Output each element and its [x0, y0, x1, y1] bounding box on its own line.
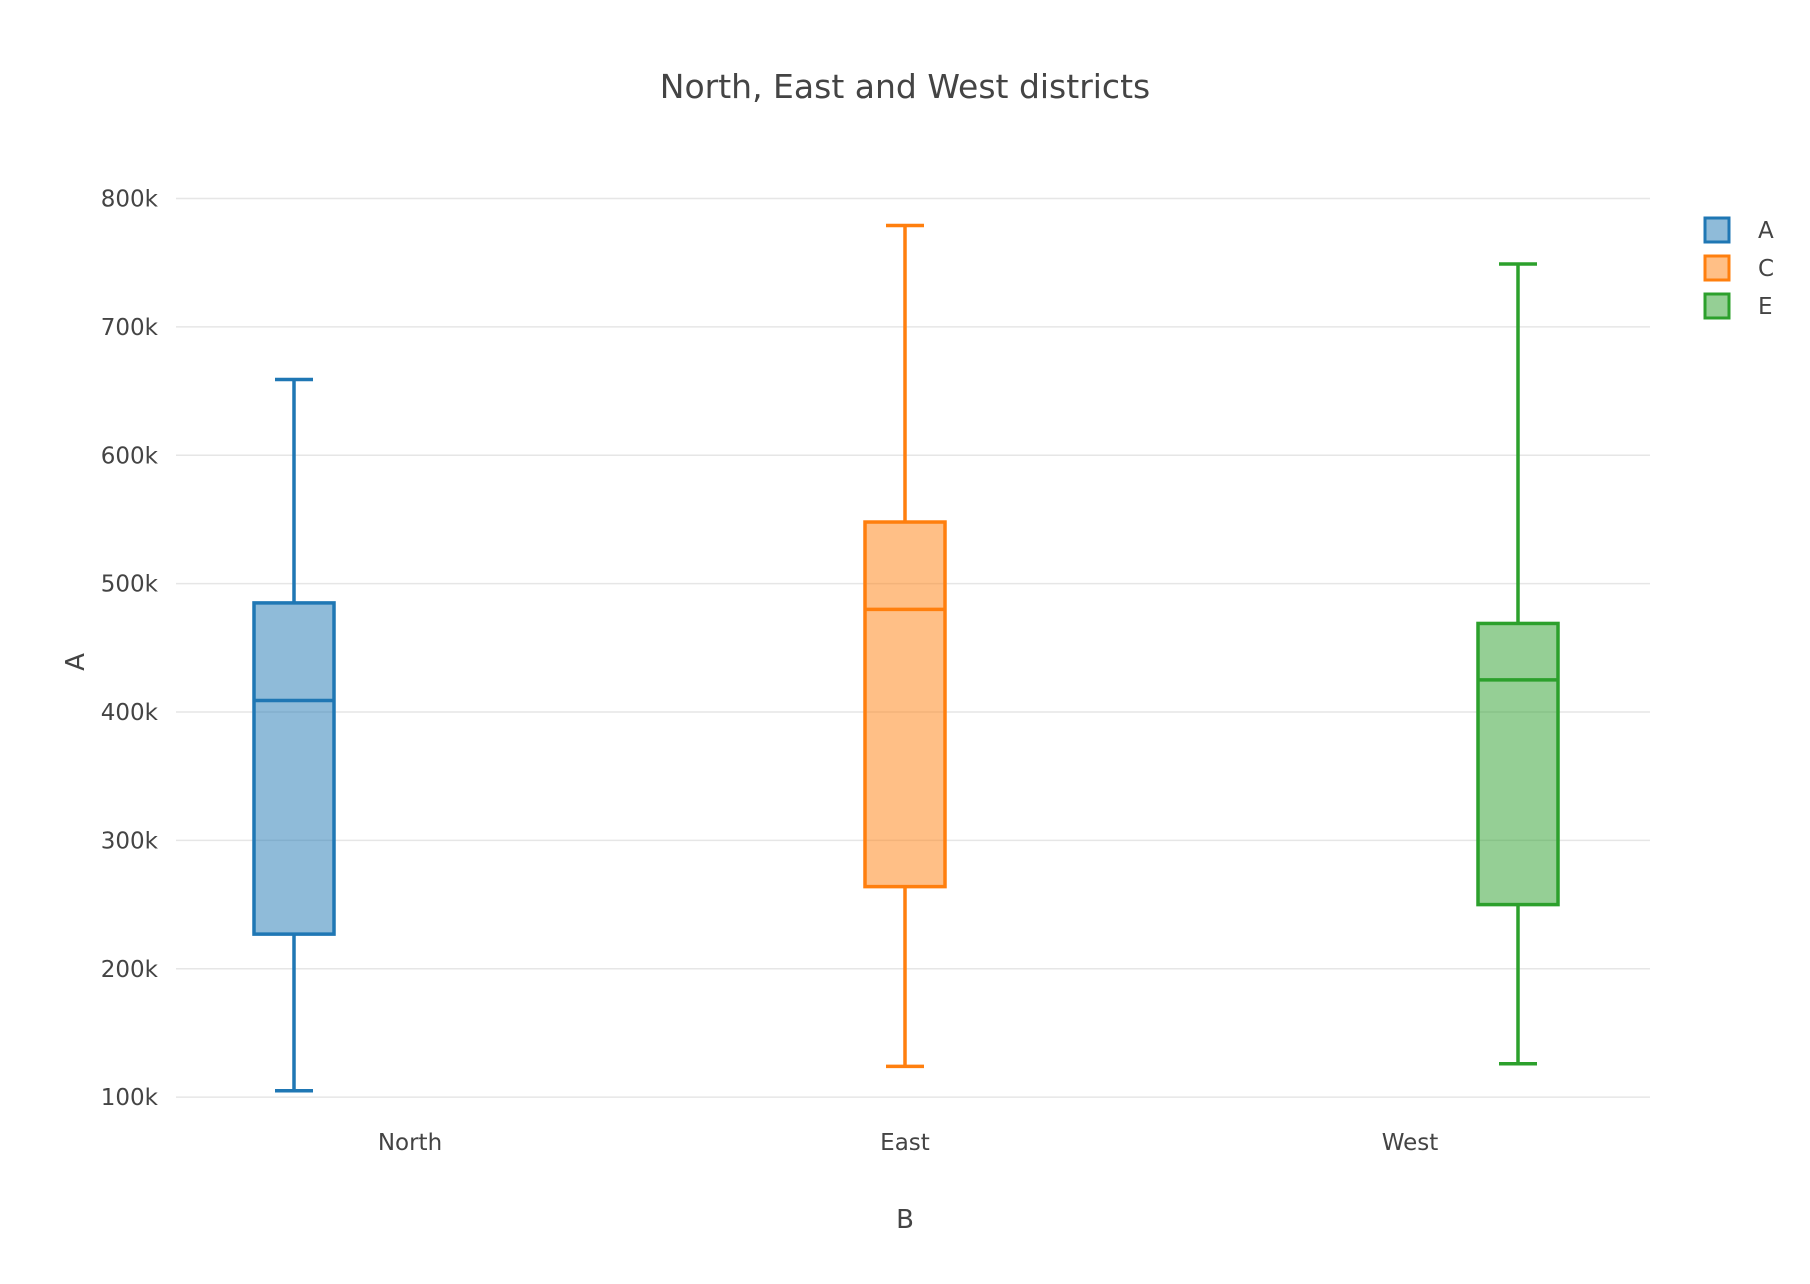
y-tick-label: 600k — [101, 443, 159, 469]
x-tick-label: East — [880, 1130, 930, 1156]
box-west — [1476, 262, 1560, 1066]
legend-item[interactable]: A — [1703, 216, 1774, 244]
legend-swatch — [1703, 292, 1731, 320]
legend-swatch — [1703, 254, 1731, 282]
y-tick-label: 700k — [101, 315, 159, 341]
legend-item[interactable]: C — [1703, 254, 1774, 282]
x-tick-label: West — [1382, 1130, 1439, 1156]
legend-label: C — [1758, 256, 1774, 282]
legend-label: A — [1758, 218, 1774, 244]
x-axis-title: B — [896, 1205, 914, 1235]
x-tick-label: North — [378, 1130, 442, 1156]
x-axis-ticks: North East West — [378, 1130, 1438, 1156]
box-north — [252, 377, 336, 1093]
legend-item[interactable]: E — [1703, 292, 1773, 320]
y-tick-label: 300k — [101, 828, 159, 854]
box-traces — [252, 223, 1560, 1093]
y-tick-label: 100k — [101, 1085, 159, 1111]
iqr-box — [863, 520, 947, 889]
iqr-box — [1476, 621, 1560, 907]
y-axis-title: A — [61, 653, 91, 671]
iqr-box — [252, 601, 336, 936]
y-tick-label: 200k — [101, 957, 159, 983]
box-east — [863, 223, 947, 1069]
chart-title: North, East and West districts — [660, 67, 1150, 106]
legend-swatch — [1703, 216, 1731, 244]
legend: ACE — [1703, 216, 1774, 320]
y-tick-label: 400k — [101, 700, 159, 726]
y-tick-label: 500k — [101, 572, 159, 598]
y-axis-ticks: 100k 200k 300k 400k 500k 600k 700k 800k — [101, 187, 159, 1112]
y-tick-label: 800k — [101, 187, 159, 213]
legend-label: E — [1758, 294, 1773, 320]
